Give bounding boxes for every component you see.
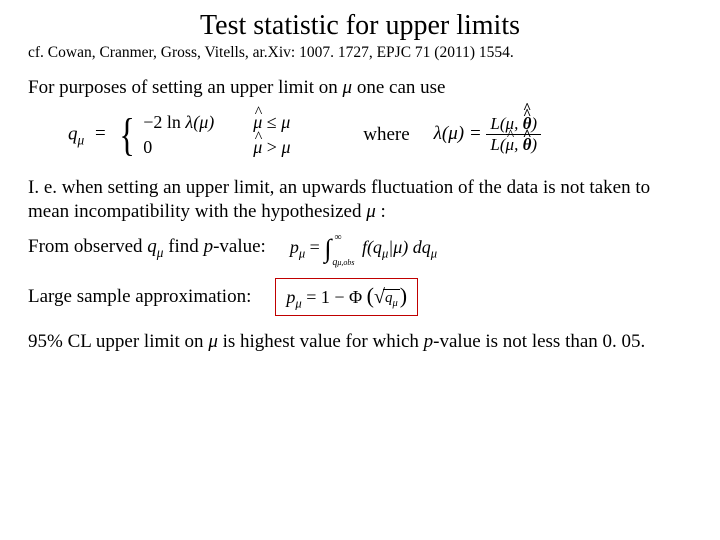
- where-label: where: [363, 124, 409, 146]
- intb-b: |μ) dq: [388, 237, 430, 257]
- p-symbol-2: p: [290, 237, 299, 257]
- observed-label: From observed qμ find p-value:: [28, 236, 266, 261]
- mu-plain: μ: [281, 112, 290, 132]
- cases-block: −2 ln λ(μ) μ ≤ μ 0 μ > μ: [143, 110, 323, 160]
- equals-sign: =: [95, 123, 106, 144]
- intro-paragraph: For purposes of setting an upper limit o…: [28, 76, 692, 100]
- slide-title: Test statistic for upper limits: [28, 10, 692, 42]
- sqrt-sub: μ: [392, 298, 397, 309]
- q-subscript: μ: [78, 132, 85, 147]
- den-e: ): [531, 135, 537, 154]
- den-a: L(: [490, 135, 505, 154]
- pvalue-integral: pμ = ∫∞qμ,obs f(qμ|μ) dqμ: [290, 234, 437, 264]
- fraction-denominator: L(μ, θ): [486, 135, 541, 155]
- mu-symbol-4: μ: [208, 331, 218, 352]
- eq-sign-2: =: [305, 237, 324, 257]
- intro-text-pre: For purposes of setting an upper limit o…: [28, 77, 343, 98]
- citation-line: cf. Cowan, Cranmer, Gross, Vitells, ar.X…: [28, 44, 692, 62]
- gt-op: >: [262, 137, 281, 157]
- obs-a: From observed: [28, 236, 147, 257]
- case1-text-a: −2 ln: [143, 112, 185, 132]
- ilo-b: μ,obs: [337, 258, 354, 267]
- mu-symbol: μ: [343, 77, 353, 98]
- obs-c: -value:: [213, 236, 266, 257]
- pvalue-row: From observed qμ find p-value: p μ = ∫∞qμ…: [28, 234, 692, 264]
- para2-text-b: :: [376, 201, 386, 222]
- case1-condition: μ ≤ μ: [253, 110, 323, 135]
- likelihood-ratio-fraction: L(μ, θ) L(μ, θ): [486, 114, 541, 155]
- int-lower-limit: qμ,obs: [332, 257, 354, 268]
- leq-op: ≤: [262, 112, 281, 132]
- final-b: is highest value for which: [218, 331, 424, 352]
- para2-text-a: I. e. when setting an upper limit, an up…: [28, 177, 650, 222]
- approx-b: = 1 − Φ: [302, 287, 362, 307]
- sqrt-arg: qμ: [383, 289, 400, 309]
- left-brace: {: [120, 114, 135, 155]
- equation-row-qmu: qμ = { −2 ln λ(μ) μ ≤ μ 0 μ > μ: [28, 110, 692, 160]
- integrand: f(qμ|μ) dqμ: [362, 237, 437, 257]
- final-a: 95% CL upper limit on: [28, 331, 208, 352]
- lambda-definition: λ(μ) = L(μ, θ) L(μ, θ): [434, 114, 541, 155]
- final-c: -value is not less than 0. 05.: [433, 331, 645, 352]
- boxed-formula: pμ = 1 − Φ (√qμ): [275, 278, 418, 317]
- final-paragraph: 95% CL upper limit on μ is highest value…: [28, 330, 692, 354]
- fraction-numerator: L(μ, θ): [486, 114, 541, 135]
- integral-sign: ∫∞qμ,obs: [324, 234, 331, 264]
- p-symbol-3: p: [424, 331, 434, 352]
- case2-expression: 0: [143, 135, 253, 160]
- lambda-symbol-2: λ: [434, 123, 442, 144]
- approximation-row: Large sample approximation: pμ = 1 − Φ (…: [28, 278, 692, 317]
- intro-text-post: one can use: [352, 77, 445, 98]
- mu-hat-2: μ: [253, 135, 262, 160]
- theta-hat: θ: [523, 135, 532, 155]
- obs-b: find: [163, 236, 203, 257]
- int-upper-limit: ∞: [334, 232, 341, 243]
- case-2: 0 μ > μ: [143, 135, 323, 160]
- sqrt-expression: √qμ: [374, 286, 400, 309]
- paren-left: (: [367, 283, 374, 308]
- case2-condition: μ > μ: [253, 135, 323, 160]
- qmu-definition: qμ = { −2 ln λ(μ) μ ≤ μ 0 μ > μ: [68, 110, 323, 160]
- lambda-args: (μ) =: [442, 123, 487, 144]
- q-symbol-2: q: [147, 236, 157, 257]
- mu-hat-3: μ: [506, 135, 515, 155]
- case1-text-c: (μ): [193, 112, 214, 132]
- num-c: ): [531, 114, 537, 133]
- mu-plain-2: μ: [281, 137, 290, 157]
- paren-right: ): [400, 283, 407, 308]
- mu-symbol-3: μ: [366, 201, 376, 222]
- intb-a: f(q: [362, 237, 382, 257]
- large-sample-label: Large sample approximation:: [28, 286, 251, 308]
- p-symbol: p: [204, 236, 214, 257]
- case1-expression: −2 ln λ(μ): [143, 110, 253, 135]
- case-1: −2 ln λ(μ) μ ≤ μ: [143, 110, 323, 135]
- slide-container: Test statistic for upper limits cf. Cowa…: [0, 0, 720, 354]
- explanation-paragraph: I. e. when setting an upper limit, an up…: [28, 176, 692, 224]
- q-symbol: q: [68, 123, 78, 144]
- intb-s2: μ: [431, 246, 437, 260]
- den-c: ,: [514, 135, 523, 154]
